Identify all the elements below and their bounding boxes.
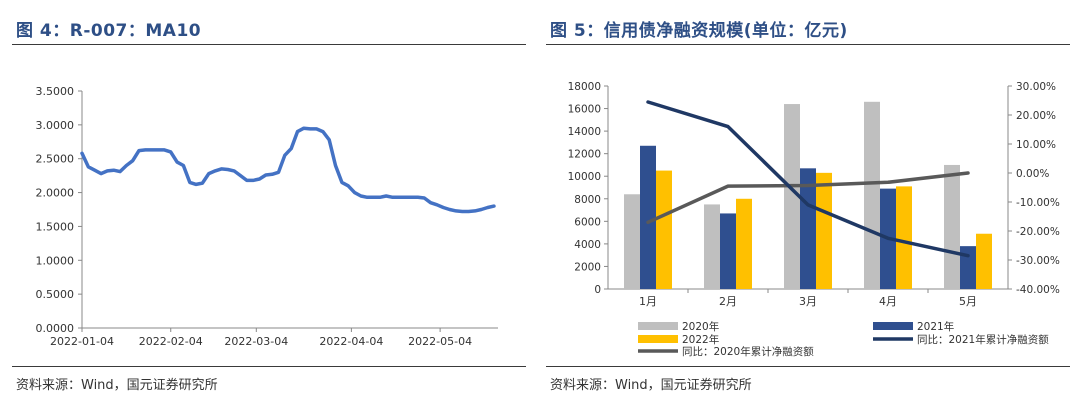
- bar-2022年: [656, 170, 672, 289]
- bar-2022年: [816, 172, 832, 289]
- legend-label: 同比：2020年累计净融资额: [682, 345, 814, 358]
- x-tick-label: 2022-02-04: [139, 335, 203, 348]
- left-y-tick-label: 6000: [574, 216, 601, 228]
- x-tick-label: 1月: [639, 295, 657, 308]
- bar-2020年: [624, 194, 640, 289]
- legend-label: 2022年: [682, 333, 719, 346]
- legend-swatch: [873, 322, 913, 330]
- right-y-tick-label: -30.00%: [1016, 255, 1060, 267]
- right-figure: 图 5：信用债净融资规模(单位：亿元) 0 2000 4000 6000 8000 100…: [546, 0, 1070, 408]
- right-source-note: 资料来源：Wind，国元证券研究所: [550, 378, 752, 393]
- y-tick-label: 2.0000: [36, 187, 75, 200]
- legend-swatch: [638, 335, 678, 343]
- left-figure-title: 图 4：R-007：MA10: [16, 21, 202, 41]
- yoy-line-0: [646, 171, 970, 225]
- bar-2020年: [864, 101, 880, 290]
- x-tick-label: 5月: [959, 295, 977, 308]
- bar-2021年: [720, 213, 736, 289]
- ma10-series-line: [80, 126, 496, 214]
- legend-label: 2021年: [917, 320, 954, 333]
- left-y-tick-label: 2000: [574, 261, 601, 273]
- legend-label: 同比：2021年累计净融资额: [917, 333, 1049, 346]
- right-title-rule: [546, 44, 1070, 45]
- left-source-note: 资料来源：Wind，国元证券研究所: [16, 378, 218, 393]
- right-source-rule: [546, 366, 1070, 367]
- y-tick-label: 0.5000: [36, 288, 75, 301]
- y-tick-label: 3.0000: [36, 119, 75, 132]
- left-y-tick-label: 18000: [568, 81, 601, 93]
- credit-bond-net-financing-chart: 0 2000 4000 6000 8000 10000 12000 14000 16000 180…: [568, 81, 1060, 358]
- x-tick-label: 2022-04-04: [319, 335, 383, 348]
- left-source-rule: [12, 366, 526, 367]
- y-tick-label: 3.5000: [36, 85, 75, 98]
- left-y-tick-label: 16000: [568, 104, 601, 116]
- bar-2020年: [784, 104, 800, 290]
- right-y-tick-label: 20.00%: [1016, 110, 1056, 122]
- r007-ma10-line-chart: 0.0000 0.5000 1.0000 1.5000 2.0000 2.5000 3.00…: [36, 85, 498, 348]
- right-y-tick-label: 0.00%: [1016, 168, 1049, 180]
- left-figure: 图 4：R-007：MA10 0.0000 0.5000 1.0000 1.5000 2…: [12, 0, 526, 408]
- y-tick-label: 1.5000: [36, 220, 75, 233]
- right-figure-title: 图 5：信用债净融资规模(单位：亿元): [550, 21, 848, 41]
- left-y-tick-label: 14000: [568, 126, 601, 138]
- bar-2022年: [896, 186, 912, 289]
- left-title-rule: [12, 44, 526, 45]
- x-tick-label: 2022-01-04: [50, 335, 114, 348]
- bar-2021年: [960, 246, 976, 289]
- x-tick-label: 4月: [879, 295, 897, 308]
- right-y-tick-label: -10.00%: [1016, 197, 1060, 209]
- right-y-tick-label: 10.00%: [1016, 139, 1056, 151]
- right-y-tick-label: -20.00%: [1016, 226, 1060, 238]
- right-y-tick-label: -40.00%: [1016, 284, 1060, 296]
- left-y-tick-label: 8000: [574, 194, 601, 206]
- x-tick-label: 2022-05-04: [408, 335, 472, 348]
- left-y-tick-label: 12000: [568, 149, 601, 161]
- x-tick-label: 3月: [799, 295, 817, 308]
- bar-2020年: [704, 204, 720, 289]
- bar-2022年: [976, 233, 992, 289]
- legend-label: 2020年: [682, 320, 719, 333]
- bar-2021年: [800, 168, 816, 289]
- left-y-tick-label: 4000: [574, 239, 601, 251]
- yoy-line-1: [646, 100, 970, 258]
- bar-2022年: [736, 198, 752, 289]
- right-y-tick-label: 30.00%: [1016, 81, 1056, 93]
- y-tick-label: 2.5000: [36, 153, 75, 166]
- y-tick-label: 1.0000: [36, 254, 75, 267]
- y-tick-label: 0.0000: [36, 322, 75, 335]
- legend-swatch: [638, 322, 678, 330]
- x-tick-label: 2022-03-04: [224, 335, 288, 348]
- bar-2020年: [944, 164, 960, 289]
- left-y-tick-label: 0: [594, 284, 601, 296]
- bar-2021年: [640, 145, 656, 289]
- left-y-tick-label: 10000: [568, 171, 601, 183]
- x-tick-label: 2月: [719, 295, 737, 308]
